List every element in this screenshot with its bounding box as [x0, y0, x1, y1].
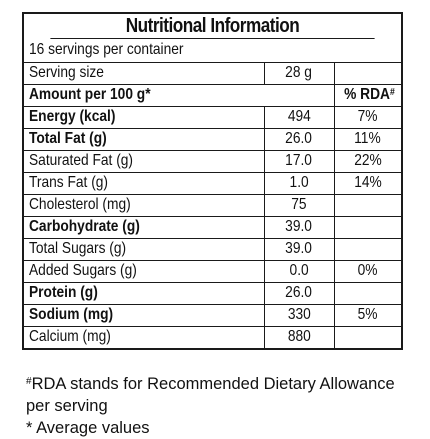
nutrient-value: 26.0 [263, 281, 335, 305]
nutrient-row: Cholesterol (mg) 75 [24, 193, 401, 217]
nutrient-rda [333, 237, 401, 261]
nutrient-row: Sodium (mg) 330 5% [24, 303, 401, 327]
rda-footnote: #RDA stands for Recommended Dietary Allo… [26, 375, 395, 415]
column-header-row: Amount per 100 g* % RDA# [24, 83, 401, 107]
nutrient-value: 330 [263, 303, 335, 327]
serving-size-value: 28 g [263, 61, 335, 85]
nutrient-value: 39.0 [263, 237, 335, 261]
serving-size-rda [333, 61, 401, 85]
nutrient-label: Total Fat (g) [24, 127, 265, 151]
nutrient-value: 39.0 [263, 215, 335, 239]
nutrition-table: 16 servings per container Serving size 2… [24, 39, 401, 348]
nutrient-value: 75 [263, 193, 335, 217]
nutrient-row: Added Sugars (g) 0.0 0% [24, 259, 401, 283]
rda-header: % RDA# [333, 83, 401, 107]
nutrient-label: Cholesterol (mg) [24, 193, 265, 217]
nutrient-value: 0.0 [263, 259, 335, 283]
nutrient-value: 17.0 [263, 149, 335, 173]
nutrient-rda [333, 193, 401, 217]
nutrient-label: Calcium (mg) [24, 325, 265, 348]
nutrient-value: 26.0 [263, 127, 335, 151]
panel-title: Nutritional Information [50, 14, 375, 39]
nutrient-rda: 0% [333, 259, 401, 283]
nutrient-rda [333, 281, 401, 305]
nutrient-value: 880 [263, 325, 335, 348]
nutrient-rda [333, 215, 401, 239]
servings-per-container: 16 servings per container [24, 39, 401, 63]
serving-size-row: Serving size 28 g [24, 61, 401, 85]
footnotes: #RDA stands for Recommended Dietary Allo… [26, 373, 406, 439]
nutrient-label: Total Sugars (g) [24, 237, 265, 261]
nutrient-row: Total Fat (g) 26.0 11% [24, 127, 401, 151]
nutrient-row: Protein (g) 26.0 [24, 281, 401, 305]
average-values-footnote: * Average values [26, 419, 150, 437]
nutrient-rda [333, 325, 401, 348]
amount-per-100g-header: Amount per 100 g* [24, 83, 335, 107]
nutrient-rda: 14% [333, 171, 401, 195]
nutrient-rda: 5% [333, 303, 401, 327]
servings-row: 16 servings per container [24, 39, 401, 63]
nutrient-label: Protein (g) [24, 281, 265, 305]
nutrient-row: Carbohydrate (g) 39.0 [24, 215, 401, 239]
nutrition-facts-panel: Nutritional Information 16 servings per … [22, 12, 403, 350]
nutrient-label: Carbohydrate (g) [24, 215, 265, 239]
nutrient-value: 1.0 [263, 171, 335, 195]
nutrient-label: Trans Fat (g) [24, 171, 265, 195]
nutrient-label: Saturated Fat (g) [24, 149, 265, 173]
nutrient-rda: 7% [333, 105, 401, 129]
nutrient-value: 494 [263, 105, 335, 129]
nutrient-row: Saturated Fat (g) 17.0 22% [24, 149, 401, 173]
serving-size-label: Serving size [24, 61, 265, 85]
nutrient-rda: 22% [333, 149, 401, 173]
nutrient-row: Total Sugars (g) 39.0 [24, 237, 401, 261]
nutrient-rda: 11% [333, 127, 401, 151]
nutrient-label: Added Sugars (g) [24, 259, 265, 283]
nutrient-row: Calcium (mg) 880 [24, 325, 401, 348]
nutrient-label: Sodium (mg) [24, 303, 265, 327]
nutrient-label: Energy (kcal) [24, 105, 265, 129]
nutrient-row: Trans Fat (g) 1.0 14% [24, 171, 401, 195]
nutrient-row: Energy (kcal) 494 7% [24, 105, 401, 129]
